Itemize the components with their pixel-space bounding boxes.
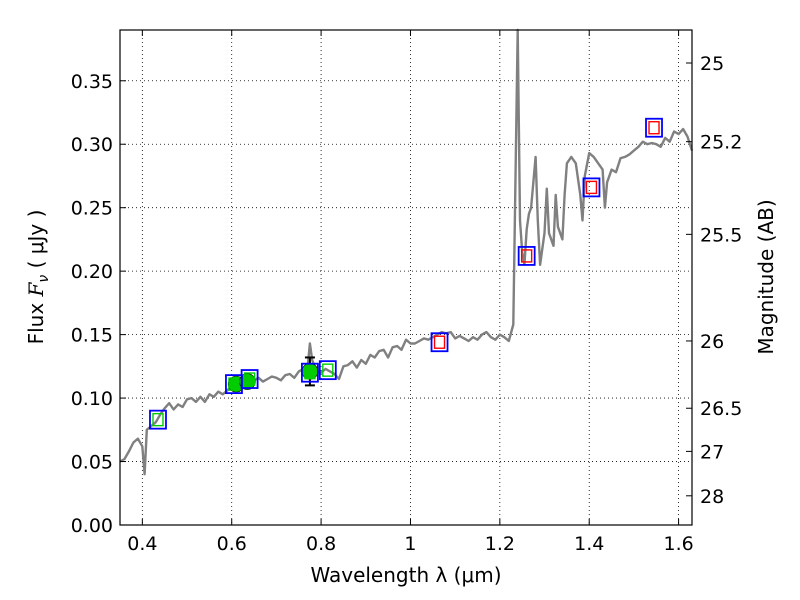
y-axis-label-suffix: ( μJy )	[24, 210, 48, 275]
y-tick-label: 0.25	[71, 198, 113, 220]
x-tick-label: 1.2	[485, 533, 515, 555]
spectrum-layer	[119, 28, 694, 476]
x-tick-label: 0.6	[217, 533, 247, 555]
y2-tick-label: 26.5	[700, 398, 742, 420]
model-square-inner	[152, 412, 164, 427]
x-tick-label: 1.4	[574, 533, 604, 555]
y-tick-label: 0.15	[71, 325, 113, 347]
model-square-outer	[517, 246, 536, 266]
y2-tick-label: 28	[700, 486, 724, 508]
y-tick-label: 0.00	[71, 515, 113, 537]
y-tick-label: 0.20	[71, 261, 113, 283]
y-tick-label: 0.30	[71, 134, 113, 156]
model-square-inner	[648, 121, 660, 135]
x-tick-label: 0.4	[127, 533, 157, 555]
model-square-inner	[585, 180, 598, 195]
y2-tick-label: 27	[700, 441, 724, 463]
plot-frame	[119, 29, 693, 526]
y-tick-label: 0.35	[71, 71, 113, 93]
x-tick-label: 1.6	[663, 533, 693, 555]
y-axis-label-prefix: Flux	[24, 296, 48, 344]
model-square-inner	[228, 377, 240, 391]
model-square-outer	[318, 360, 337, 381]
y-tick-label: 0.10	[71, 388, 113, 410]
spectrum-line	[119, 28, 694, 476]
model-square-inner	[520, 249, 533, 263]
model-square-outer	[149, 409, 167, 430]
y-axis-label-symbol: F	[24, 281, 48, 297]
x-tick-label: 1	[404, 533, 416, 555]
y-tick-label: 0.05	[71, 452, 113, 474]
y2-tick-label: 26	[700, 331, 724, 353]
y2-tick-label: 25	[700, 53, 724, 75]
model-square-inner	[433, 335, 446, 349]
model-square-outer	[582, 177, 601, 198]
photometry-markers	[149, 117, 663, 430]
model-square-outer	[430, 332, 449, 353]
y2-axis-label: Magnitude (AB)	[754, 199, 778, 354]
y2-tick-label: 25.2	[700, 132, 742, 154]
model-square-inner	[304, 365, 316, 380]
y-axis-label-subscript: ν	[36, 275, 52, 283]
model-square-outer	[645, 117, 663, 138]
y-axis-label: Flux Fν ( μJy )	[24, 210, 52, 345]
model-square-inner	[322, 363, 334, 377]
axis-ticks: 0.4 0.6 0.8 1 1.2 1.4 1.6 0.00 0.05 0.10 0.15 0.20 0…	[71, 30, 742, 555]
model-square-inner	[243, 372, 256, 386]
grid-lines	[120, 30, 692, 525]
x-axis-label: Wavelength λ (μm)	[310, 563, 501, 587]
x-tick-label: 0.8	[306, 533, 336, 555]
model-square-outer	[301, 362, 319, 383]
y2-tick-label: 25.5	[700, 224, 742, 246]
model-square-outer	[240, 369, 259, 389]
